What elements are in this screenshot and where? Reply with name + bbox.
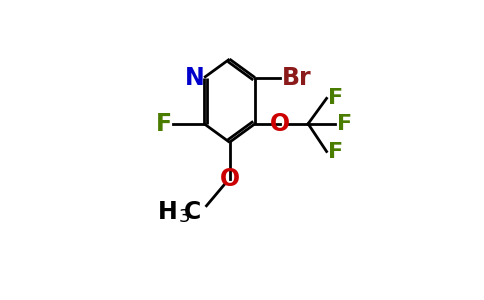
Text: F: F bbox=[329, 142, 344, 161]
Text: F: F bbox=[156, 112, 172, 136]
Text: F: F bbox=[336, 114, 352, 134]
Text: N: N bbox=[185, 66, 205, 90]
Text: F: F bbox=[329, 88, 344, 108]
Text: 3: 3 bbox=[179, 208, 190, 226]
Text: C: C bbox=[184, 200, 201, 224]
Text: Br: Br bbox=[282, 66, 311, 90]
Text: O: O bbox=[271, 112, 290, 136]
Text: O: O bbox=[220, 167, 240, 191]
Text: H: H bbox=[158, 200, 178, 224]
